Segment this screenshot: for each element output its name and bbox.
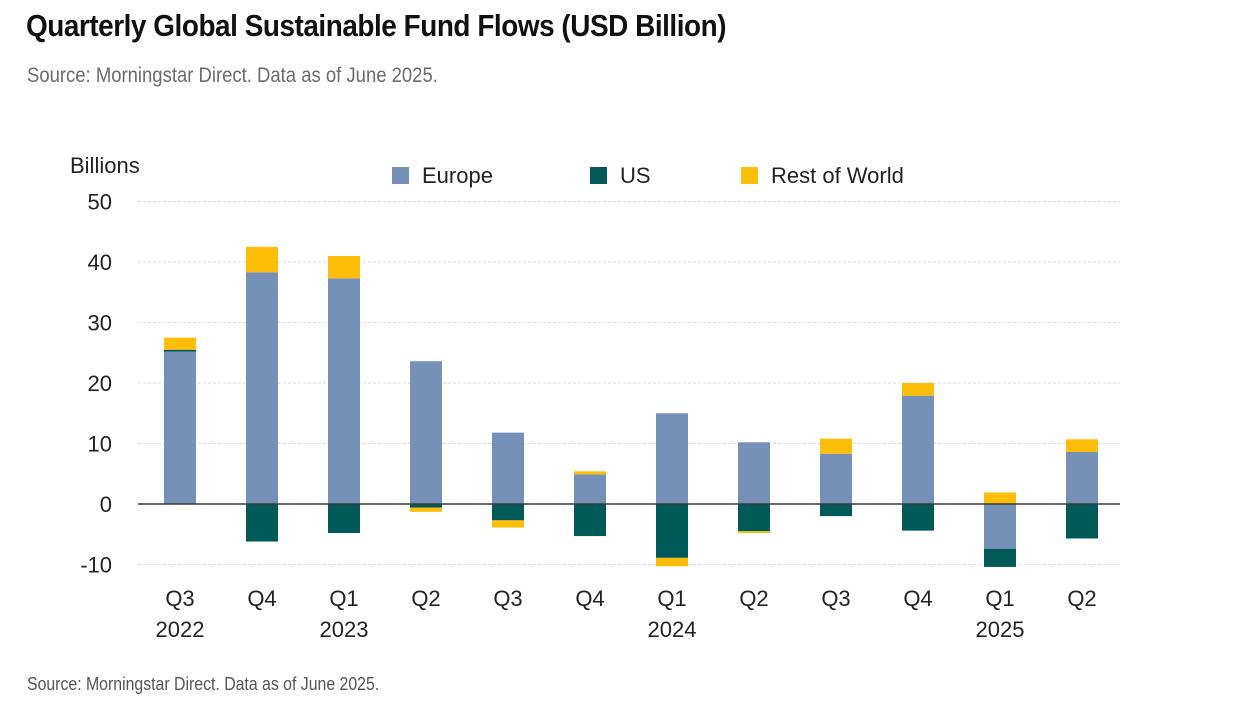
bar-europe — [164, 351, 196, 504]
fund-flows-chart: 50 40 30 20 10 0 -10 Q3 2022 Q4 Q1 2023 Q2 Q3 Q4 Q1 202… — [70, 153, 1120, 642]
bar-us — [574, 504, 606, 537]
page-subtitle: Source: Morningstar Direct. Data as of J… — [27, 64, 438, 87]
bar-europe — [656, 413, 688, 504]
x-tick-quarter: Q3 — [821, 586, 850, 611]
legend-swatch — [392, 167, 409, 184]
x-tick-year: 2024 — [648, 617, 697, 642]
bar-rest-of-world — [738, 531, 770, 534]
page-title: Quarterly Global Sustainable Fund Flows … — [26, 8, 727, 43]
y-tick-label: 40 — [88, 250, 112, 275]
y-tick-label: 30 — [88, 311, 112, 336]
bar-rest-of-world — [410, 507, 442, 512]
bar-europe — [410, 361, 442, 504]
y-tick-label: 50 — [88, 190, 112, 215]
y-axis-ticks: 50 40 30 20 10 0 -10 — [80, 190, 112, 578]
bar-europe — [328, 278, 360, 504]
bar-rest-of-world — [820, 438, 852, 454]
x-tick-quarter: Q2 — [411, 586, 440, 611]
y-tick-label: 10 — [88, 432, 112, 457]
legend-label: Europe — [422, 163, 493, 188]
bar-europe — [1066, 451, 1098, 504]
y-tick-label: 0 — [100, 492, 112, 517]
x-tick-quarter: Q1 — [329, 586, 358, 611]
x-tick-year: 2023 — [320, 617, 369, 642]
bar-us — [820, 504, 852, 517]
bar-us — [492, 504, 524, 521]
x-tick-quarter: Q1 — [657, 586, 686, 611]
bar-rest-of-world — [492, 520, 524, 528]
bar-rest-of-world — [328, 255, 360, 279]
bar-us — [328, 504, 360, 534]
bar-europe — [902, 395, 934, 504]
x-tick-quarter: Q3 — [493, 586, 522, 611]
x-tick-quarter: Q2 — [1067, 586, 1096, 611]
bar-us — [410, 504, 442, 508]
bar-us — [656, 504, 688, 558]
x-axis-ticks: Q3 2022 Q4 Q1 2023 Q2 Q3 Q4 Q1 2024 Q2 Q3 Q4 Q1 2025 Q2 — [156, 586, 1097, 642]
bar-rest-of-world — [574, 471, 606, 475]
bar-us — [1066, 504, 1098, 539]
bar-us — [984, 548, 1016, 567]
bar-us — [738, 504, 770, 532]
legend-swatch — [741, 167, 758, 184]
bar-rest-of-world — [246, 246, 278, 273]
bar-europe — [984, 504, 1016, 549]
bar-europe — [820, 453, 852, 504]
bar-us — [902, 504, 934, 531]
x-tick-year: 2025 — [976, 617, 1025, 642]
bars — [164, 246, 1098, 567]
x-tick-quarter: Q4 — [247, 586, 276, 611]
x-tick-year: 2022 — [156, 617, 205, 642]
y-tick-label: -10 — [80, 553, 112, 578]
legend: Europe US Rest of World — [392, 163, 904, 188]
bar-rest-of-world — [984, 492, 1016, 504]
bar-rest-of-world — [164, 337, 196, 350]
legend-label: US — [620, 163, 651, 188]
x-tick-quarter: Q4 — [575, 586, 604, 611]
bar-us — [246, 504, 278, 542]
bar-rest-of-world — [1066, 439, 1098, 452]
x-tick-quarter: Q4 — [903, 586, 932, 611]
bar-rest-of-world — [902, 383, 934, 396]
bar-europe — [492, 432, 524, 504]
x-tick-quarter: Q2 — [739, 586, 768, 611]
legend-label: Rest of World — [771, 163, 904, 188]
bar-rest-of-world — [656, 557, 688, 567]
bar-europe — [246, 272, 278, 504]
legend-swatch — [590, 167, 607, 184]
gridlines — [138, 201, 1120, 565]
x-tick-quarter: Q3 — [165, 586, 194, 611]
footer-source: Source: Morningstar Direct. Data as of J… — [27, 674, 380, 694]
y-tick-label: 20 — [88, 371, 112, 396]
x-tick-quarter: Q1 — [985, 586, 1014, 611]
bar-europe — [574, 474, 606, 504]
bar-us — [164, 349, 196, 352]
bar-europe — [738, 442, 770, 504]
y-axis-label: Billions — [70, 153, 140, 178]
